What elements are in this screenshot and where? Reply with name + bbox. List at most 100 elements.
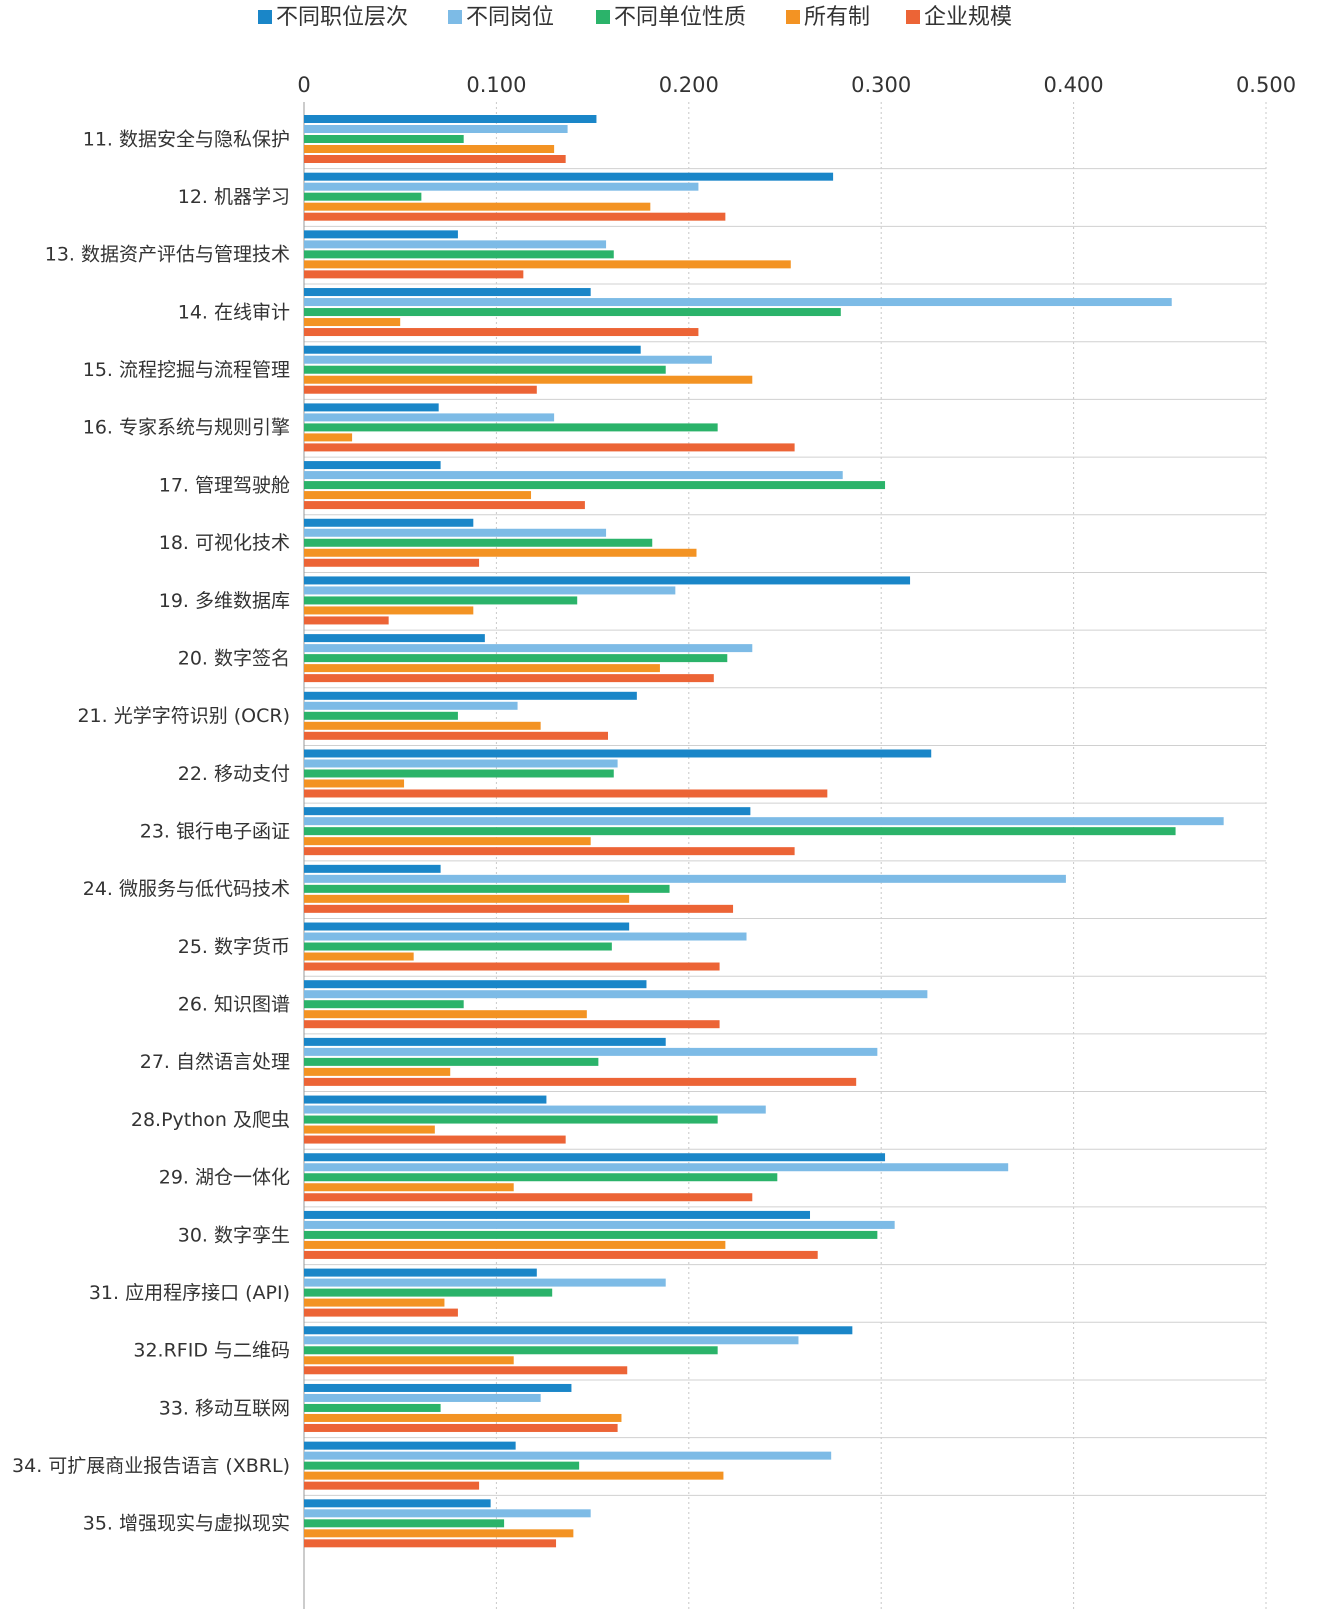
bar [304,1441,516,1450]
bar [304,1220,895,1229]
bar [304,548,697,557]
legend-label: 企业规模 [924,5,1012,30]
bar [304,1451,832,1460]
legend-swatch [906,10,920,24]
y-tick-label: 28.Python 及爬虫 [131,1109,290,1131]
bar [304,318,401,327]
bar [304,182,699,191]
bar [304,1037,666,1046]
bar [304,962,720,971]
bar [304,1115,718,1124]
bar [304,1298,445,1307]
bar [304,1163,1009,1172]
bar [304,759,618,768]
y-tick-label: 14. 在线审计 [178,301,290,323]
bar [304,1413,622,1422]
bar [304,664,660,673]
x-tick-label: 0.500 [1236,73,1296,97]
bar [304,1240,726,1249]
bar [304,1308,458,1317]
bar [304,471,843,480]
y-tick-label: 22. 移动支付 [178,763,290,785]
bar [304,1461,580,1470]
y-tick-label: 26. 知识图谱 [178,994,290,1016]
y-tick-label: 31. 应用程序接口 (API) [89,1282,290,1304]
bar [304,1366,628,1375]
bar [304,528,607,537]
bar [304,1135,566,1144]
bar [304,192,422,201]
legend-label: 所有制 [804,5,870,30]
bar [304,1020,720,1029]
bar [304,904,734,913]
y-tick-label: 25. 数字货币 [178,936,290,958]
legend-swatch [258,10,272,24]
bar [304,606,474,615]
bar [304,674,714,683]
bar [304,952,414,961]
y-tick-label: 33. 移动互联网 [159,1397,290,1419]
bar [304,385,537,394]
x-tick-label: 0.300 [851,73,911,97]
bar [304,1105,766,1114]
bar [304,616,389,625]
y-tick-label: 24. 微服务与低代码技术 [83,878,290,900]
bar [304,779,405,788]
legend-swatch [596,10,610,24]
x-tick-label: 0.400 [1044,73,1104,97]
bar [304,1095,547,1104]
bar [304,375,753,384]
y-tick-label: 29. 湖仓一体化 [159,1167,290,1189]
bar [304,1529,574,1538]
bar [304,1193,753,1202]
bar [304,1346,718,1355]
bar [304,115,597,123]
bar [304,1539,557,1548]
bar [304,491,532,500]
y-tick-label: 11. 数据安全与隐私保护 [83,128,290,150]
bar [304,558,480,567]
bar [304,1288,553,1297]
bar [304,172,834,181]
y-tick-label: 23. 银行电子函证 [140,821,290,843]
bar [304,518,474,527]
bar [304,980,647,989]
bar [304,1173,778,1182]
bar [304,270,524,279]
bar [304,1356,514,1365]
legend-swatch [448,10,462,24]
bar [304,711,458,720]
bar [304,423,718,432]
bar [304,288,591,297]
bar [304,403,439,412]
bar [304,922,630,931]
bar [304,1423,618,1432]
x-tick-label: 0 [297,73,310,97]
bar [304,654,728,663]
y-tick-label: 13. 数据资产评估与管理技术 [45,244,290,266]
y-tick-label: 27. 自然语言处理 [140,1051,290,1073]
bar [304,884,670,893]
bar [304,1077,857,1086]
bar [304,807,751,816]
bar [304,837,591,846]
bar [304,202,651,211]
bar [304,596,578,605]
bar [304,586,676,595]
bar [304,942,612,951]
bar [304,345,641,354]
bar [304,250,614,259]
bar [304,827,1176,836]
bar [304,443,795,452]
x-tick-label: 0.200 [659,73,719,97]
bar [304,1250,818,1259]
bar [304,365,666,374]
bar [304,874,1066,883]
y-tick-label: 18. 可视化技术 [159,532,290,554]
bar [304,355,712,364]
legend-label: 不同职位层次 [276,5,408,30]
bar [304,990,928,999]
y-tick-label: 30. 数字孪生 [178,1224,290,1246]
bar [304,691,637,700]
bar [304,1153,886,1162]
